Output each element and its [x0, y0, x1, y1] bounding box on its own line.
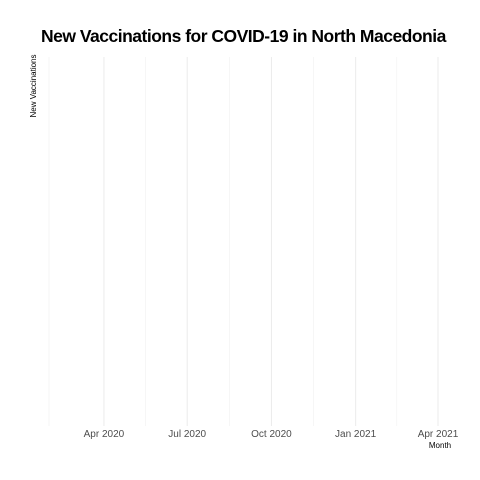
chart-title: New Vaccinations for COVID-19 in North M… [41, 26, 446, 46]
x-tick-label: Jan 2021 [335, 429, 377, 440]
x-tick-label: Jul 2020 [168, 429, 206, 440]
x-tick-labels: Apr 2020 Jul 2020 Oct 2020 Jan 2021 Apr 2021 [84, 429, 459, 440]
y-axis-title: New Vaccinations [29, 55, 38, 118]
x-axis-title: Month [429, 441, 451, 450]
x-tick-label: Apr 2020 [84, 429, 125, 440]
x-tick-label: Oct 2020 [251, 429, 292, 440]
grid-lines [48, 57, 439, 426]
x-tick-label: Apr 2021 [418, 429, 459, 440]
